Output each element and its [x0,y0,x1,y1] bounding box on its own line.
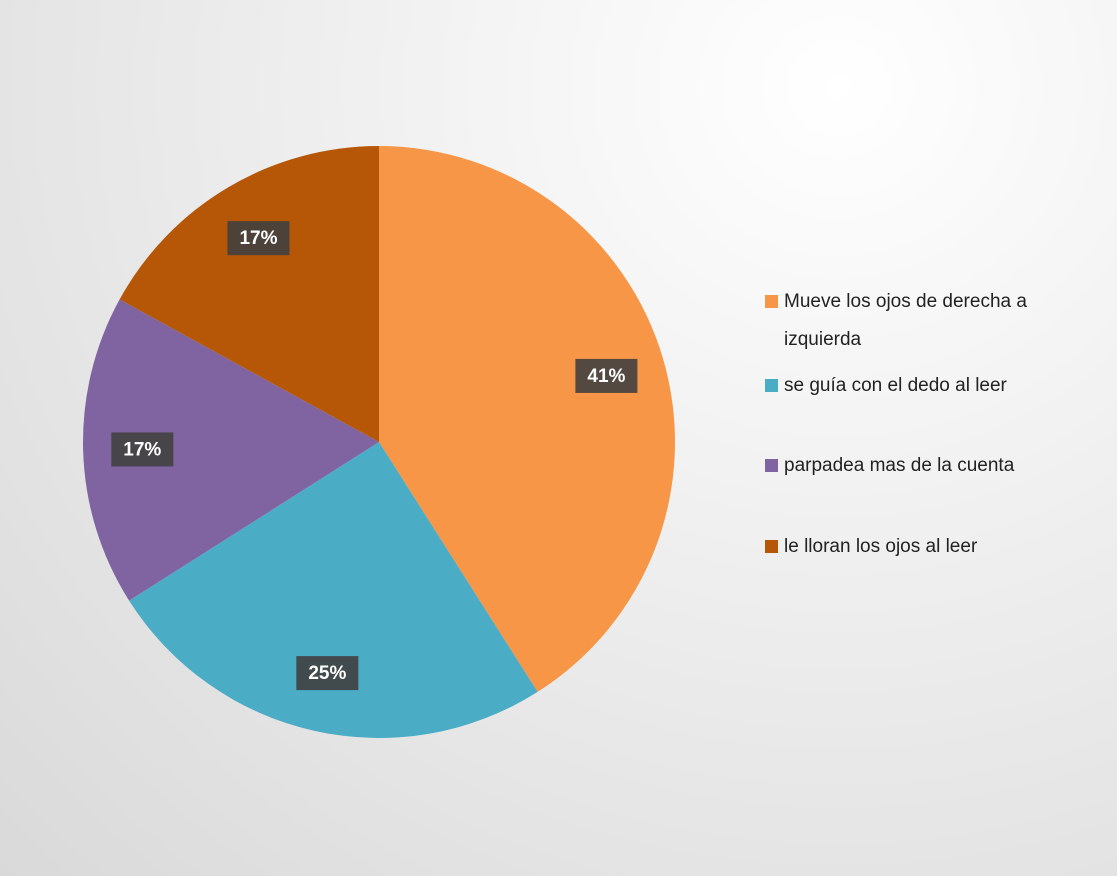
value-label-box [296,656,359,691]
pie-slice [82,299,380,601]
legend-label: parpadea mas de la cuenta [784,455,1015,476]
legend-swatch [765,379,778,392]
value-label-box [227,221,290,256]
legend-item: se guía con el dedo al leer [765,367,1100,405]
value-label: 17% [239,228,277,249]
value-label: 17% [123,439,161,460]
legend-swatch [765,459,778,472]
value-label-box [111,432,174,467]
pie-slice [119,146,379,442]
legend-label: Mueve los ojos de derecha a izquierda [784,291,1027,350]
legend-swatch [765,295,778,308]
legend-item: parpadea mas de la cuenta [765,447,1100,485]
pie-slice [129,442,538,739]
legend-swatch [765,540,778,553]
value-label-box [575,358,638,393]
legend-label: se guía con el dedo al leer [784,375,1007,396]
pie-slice [379,146,676,692]
legend-label: le lloran los ojos al leer [784,536,978,557]
value-label: 41% [587,366,625,387]
legend-item: le lloran los ojos al leer [765,528,1100,566]
value-label: 25% [308,663,346,684]
legend-item: Mueve los ojos de derecha a izquierda [765,283,1100,359]
